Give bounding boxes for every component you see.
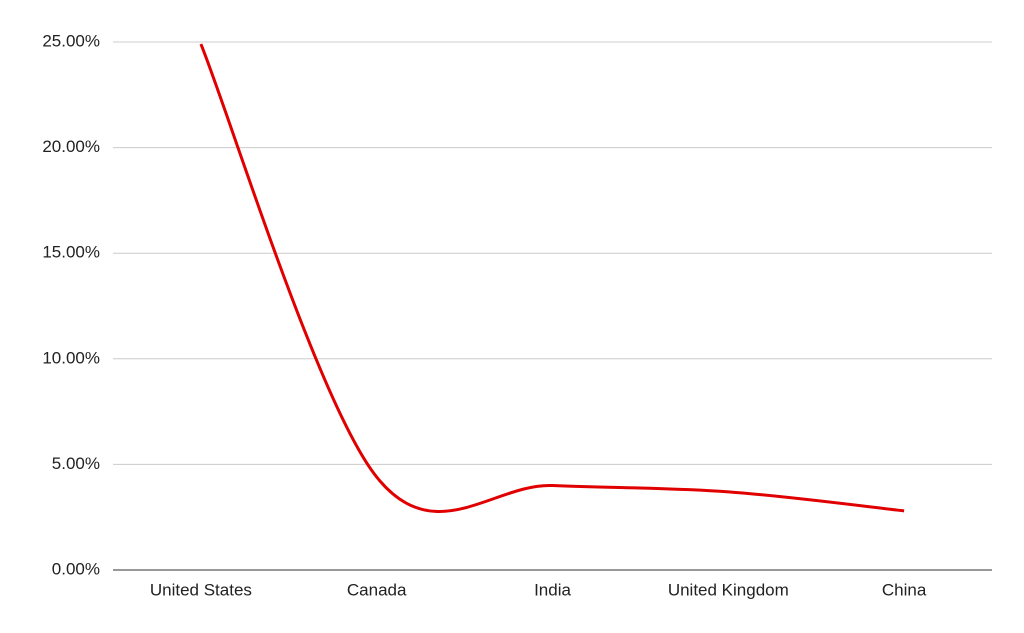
y-tick-label: 10.00% <box>42 348 100 367</box>
x-tick-label: Canada <box>347 580 407 599</box>
x-tick-label: United Kingdom <box>668 580 789 599</box>
x-tick-label: India <box>534 580 571 599</box>
x-tick-label: China <box>882 580 927 599</box>
y-tick-label: 25.00% <box>42 31 100 50</box>
y-tick-label: 15.00% <box>42 243 100 262</box>
y-tick-label: 5.00% <box>52 454 100 473</box>
x-tick-label: United States <box>150 580 252 599</box>
line <box>199 43 905 513</box>
y-tick-label: 20.00% <box>42 137 100 156</box>
y-tick-label: 0.00% <box>52 559 100 578</box>
